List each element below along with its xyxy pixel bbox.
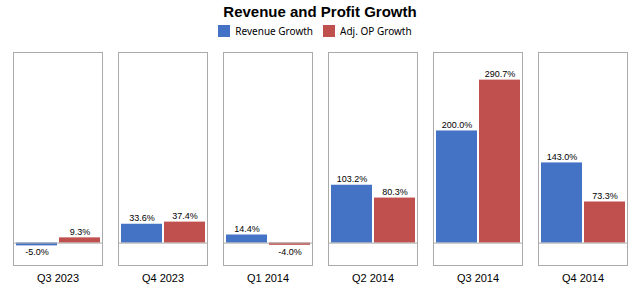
svg-text:37.4%: 37.4% (172, 211, 198, 221)
svg-text:103.2%: 103.2% (337, 174, 368, 184)
svg-text:9.3%: 9.3% (70, 227, 91, 237)
svg-text:-5.0%: -5.0% (25, 247, 49, 257)
svg-text:80.3%: 80.3% (382, 187, 408, 197)
svg-text:200.0%: 200.0% (442, 120, 473, 130)
svg-text:Q3 2014: Q3 2014 (457, 272, 499, 284)
svg-text:290.7%: 290.7% (485, 69, 516, 79)
svg-text:Q3 2023: Q3 2023 (37, 272, 79, 284)
svg-text:14.4%: 14.4% (234, 224, 260, 234)
html-text:Adj. OP Growth: Adj. OP Growth (340, 23, 412, 38)
html-text:Revenue and Profit Growth: Revenue and Profit Growth (223, 3, 417, 20)
svg-text:73.3%: 73.3% (592, 191, 618, 201)
svg-text:Q4 2014: Q4 2014 (562, 272, 604, 284)
html-text:Revenue Growth: Revenue Growth (235, 23, 314, 38)
svg-text:143.0%: 143.0% (547, 152, 578, 162)
svg-text:Q4 2023: Q4 2023 (142, 272, 184, 284)
svg-text:Q1 2014: Q1 2014 (247, 272, 289, 284)
svg-text:-4.0%: -4.0% (278, 247, 302, 257)
svg-text:33.6%: 33.6% (129, 213, 155, 223)
svg-text:Q2 2014: Q2 2014 (352, 272, 394, 284)
